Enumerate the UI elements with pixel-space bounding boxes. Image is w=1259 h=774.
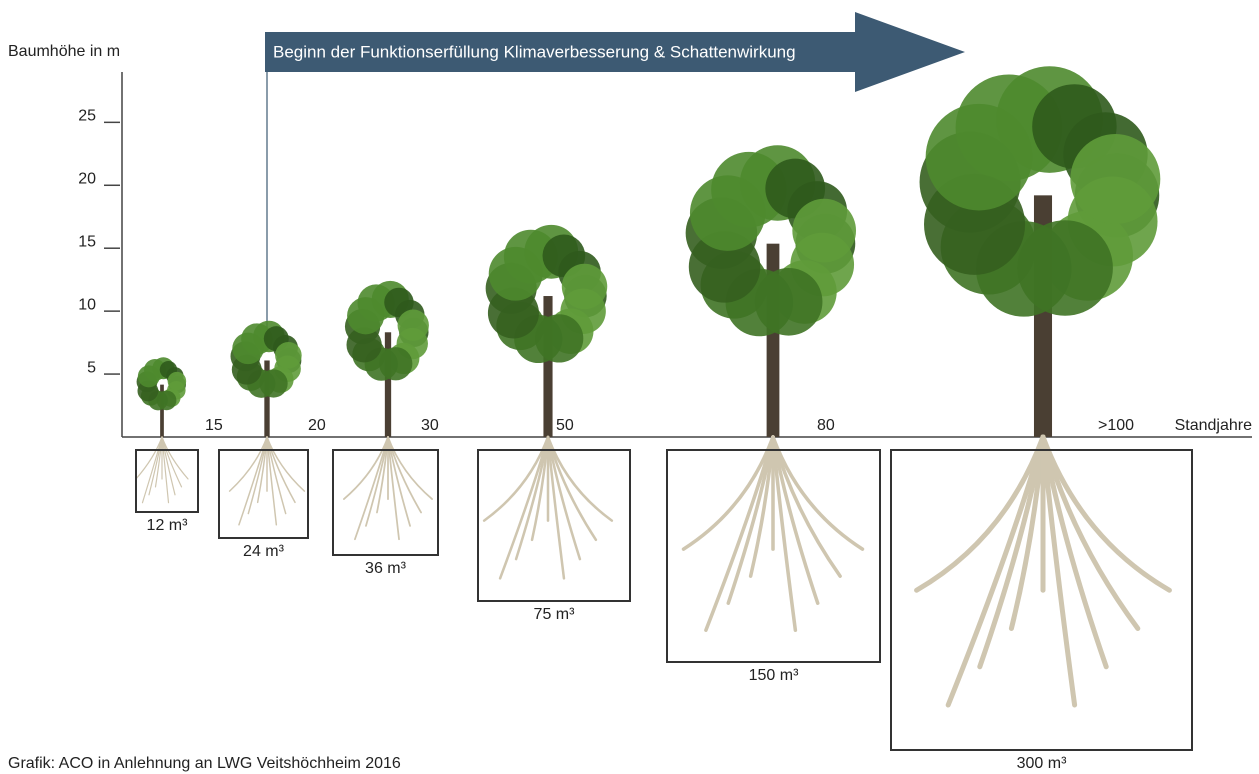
root — [948, 437, 1043, 705]
root — [142, 437, 162, 503]
root — [1011, 437, 1043, 629]
years-label: 80 — [817, 417, 835, 434]
years-label: >100 — [1098, 417, 1134, 434]
foliage — [157, 391, 177, 411]
foliage — [347, 297, 384, 334]
foliage — [489, 247, 543, 301]
years-label: 30 — [421, 417, 439, 434]
volume-label: 36 m³ — [365, 560, 407, 577]
foliage — [275, 342, 302, 369]
tick-label: 5 — [87, 359, 96, 376]
root — [728, 437, 773, 603]
foliage — [690, 175, 765, 250]
axis-label: Baumhöhe in m — [8, 43, 120, 60]
foliage — [562, 264, 607, 309]
trunk — [385, 332, 391, 437]
foliage — [1017, 220, 1113, 316]
foliage — [792, 199, 856, 263]
root — [751, 437, 773, 576]
foliage — [379, 347, 412, 380]
foliage — [755, 268, 823, 336]
foliage — [535, 314, 583, 362]
foliage — [1070, 134, 1160, 224]
root — [500, 437, 548, 578]
page: Baumhöhe in m Beginn der Funktionserfüll… — [0, 0, 1259, 774]
root — [532, 437, 548, 540]
volume-label: 12 m³ — [147, 517, 189, 534]
banner-text: Beginn der Funktionserfüllung Klimaverbe… — [273, 42, 796, 61]
foliage — [926, 104, 1033, 211]
foliage — [138, 365, 160, 387]
x-axis-label: Standjahre — [1175, 417, 1252, 434]
years-label: 20 — [308, 417, 326, 434]
volume-label: 75 m³ — [534, 606, 576, 623]
diagram: Baumhöhe in m Beginn der Funktionserfüll… — [0, 0, 1259, 774]
tick-label: 10 — [78, 296, 96, 313]
foliage — [168, 372, 187, 391]
years-label: 50 — [556, 417, 574, 434]
credit: Grafik: ACO in Anlehnung an LWG Veitshöc… — [8, 755, 401, 772]
root — [162, 437, 175, 495]
root — [355, 437, 388, 539]
foliage — [259, 369, 287, 397]
tick-label: 20 — [78, 170, 96, 187]
root — [980, 437, 1043, 667]
foliage — [232, 333, 264, 365]
volume-label: 300 m³ — [1017, 755, 1067, 772]
volume-label: 24 m³ — [243, 543, 285, 560]
volume-label: 150 m³ — [749, 667, 799, 684]
foliage — [398, 310, 429, 341]
tick-label: 25 — [78, 108, 96, 125]
root — [706, 437, 773, 630]
years-label: 15 — [205, 417, 223, 434]
trees: 12 m³ 15 24 m³ 20 36 m³ 30 75 m³ 50 150 m³ 80 300 … — [136, 59, 1192, 772]
tick-label: 15 — [78, 233, 96, 250]
